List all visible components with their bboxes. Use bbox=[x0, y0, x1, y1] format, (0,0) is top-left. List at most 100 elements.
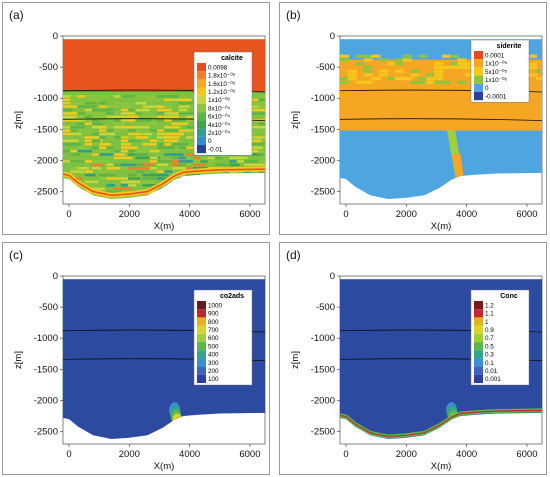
calcite-cell bbox=[243, 163, 257, 167]
siderite-cell bbox=[441, 54, 451, 58]
calcite-cell bbox=[99, 95, 110, 98]
calcite-cell bbox=[106, 115, 125, 119]
y-tick-label: -1000 bbox=[311, 93, 335, 104]
y-tick-label: -500 bbox=[316, 62, 335, 73]
calcite-cell bbox=[164, 129, 179, 132]
calcite-cell bbox=[186, 125, 201, 129]
calcite-cell bbox=[142, 177, 160, 180]
siderite-cell bbox=[355, 62, 365, 66]
calcite-cell bbox=[113, 122, 125, 125]
calcite-cell bbox=[99, 125, 113, 129]
calcite-cell bbox=[236, 156, 248, 160]
legend-label: 1x10⁻⁰⁶ bbox=[485, 77, 508, 84]
calcite-cell bbox=[157, 132, 171, 136]
siderite-cell bbox=[434, 73, 444, 77]
legend-label: 800 bbox=[208, 319, 219, 326]
calcite-cell bbox=[149, 108, 161, 112]
calcite-cell bbox=[70, 149, 78, 153]
calcite-cell bbox=[186, 163, 197, 167]
calcite-cell bbox=[258, 149, 265, 153]
x-axis-label: X(m) bbox=[431, 461, 452, 472]
calcite-cell bbox=[157, 166, 171, 170]
siderite-plume-core bbox=[451, 154, 465, 182]
panel-calcite: (a) 0 2000 4000 6000 0 -500 -1000 -1500 -2000 -250… bbox=[2, 2, 270, 235]
calcite-cell bbox=[186, 173, 201, 177]
x-tick-label: 4000 bbox=[179, 209, 200, 220]
siderite-cell bbox=[410, 69, 420, 73]
y-axis-label: z[m] bbox=[290, 351, 301, 369]
calcite-cell bbox=[229, 160, 241, 163]
calcite-cell bbox=[91, 132, 101, 136]
calcite-cell bbox=[84, 122, 97, 125]
calcite-cell bbox=[70, 139, 79, 143]
calcite-cell bbox=[251, 149, 260, 153]
calcite-cell bbox=[164, 139, 179, 143]
panel-label: (d) bbox=[286, 248, 301, 262]
legend-label: -0.0001 bbox=[485, 93, 507, 100]
legend-swatch bbox=[474, 374, 483, 383]
siderite-cell bbox=[379, 73, 389, 77]
calcite-cell bbox=[128, 132, 142, 136]
legend-swatch bbox=[474, 366, 483, 375]
y-tick-label: -1500 bbox=[34, 364, 58, 375]
calcite-cell bbox=[135, 153, 149, 156]
calcite-cell bbox=[128, 139, 141, 143]
calcite-cell bbox=[186, 129, 199, 132]
siderite-cell bbox=[394, 69, 404, 73]
calcite-cell bbox=[113, 187, 132, 190]
siderite-cell bbox=[363, 58, 373, 62]
legend-label: 1000 bbox=[208, 302, 223, 309]
calcite-cell bbox=[149, 98, 166, 102]
calcite-cell bbox=[106, 177, 124, 180]
calcite-cell bbox=[135, 129, 151, 132]
calcite-cell bbox=[120, 146, 138, 149]
calcite-cell bbox=[70, 112, 82, 115]
calcite-cell bbox=[106, 146, 114, 149]
calcite-cell bbox=[128, 149, 138, 153]
calcite-cell bbox=[157, 163, 169, 167]
legend-swatch bbox=[197, 87, 206, 96]
calcite-cell bbox=[251, 146, 263, 149]
calcite-cell bbox=[258, 160, 265, 163]
calcite-cell bbox=[251, 105, 265, 108]
calcite-cell bbox=[164, 101, 173, 105]
siderite-cell bbox=[347, 73, 357, 77]
calcite-cell bbox=[251, 153, 260, 156]
calcite-cell bbox=[70, 95, 84, 98]
calcite-cell bbox=[128, 180, 141, 184]
calcite-cell bbox=[63, 139, 72, 143]
calcite-cell bbox=[164, 105, 174, 108]
legend-swatch bbox=[197, 358, 206, 367]
calcite-cell bbox=[120, 105, 134, 108]
calcite-cell bbox=[63, 115, 77, 119]
legend-label: 0.0001 bbox=[485, 52, 505, 59]
legend-swatch bbox=[197, 145, 206, 154]
calcite-cell bbox=[120, 101, 129, 105]
y-tick-label: -500 bbox=[316, 302, 335, 313]
panel-siderite: (b) 0 2000 4000 6000 0 -500 -1000 -1500 -2000 -250… bbox=[279, 2, 547, 235]
calcite-cell bbox=[91, 160, 101, 163]
panel-label: (b) bbox=[286, 8, 301, 22]
siderite-cell bbox=[457, 58, 467, 62]
calcite-cell bbox=[258, 98, 265, 102]
calcite-cell bbox=[149, 166, 163, 170]
calcite-cell bbox=[214, 156, 223, 160]
calcite-cell bbox=[164, 170, 173, 173]
calcite-cell bbox=[128, 173, 137, 177]
x-tick-label: 2000 bbox=[396, 449, 417, 460]
x-tick-label: 2000 bbox=[119, 449, 140, 460]
calcite-cell bbox=[142, 163, 155, 167]
legend-swatch bbox=[197, 104, 206, 113]
calcite-cell bbox=[171, 98, 185, 102]
legend-swatch bbox=[474, 67, 483, 76]
panel-conc: (d) 0 2000 4000 6000 0 -500 -1000 -1500 -2000 -250… bbox=[279, 242, 547, 475]
siderite-cell bbox=[441, 65, 451, 69]
calcite-cell bbox=[142, 105, 152, 108]
siderite-cell bbox=[535, 69, 542, 73]
legend-label: 0.1 bbox=[485, 360, 494, 367]
calcite-cell bbox=[149, 156, 158, 160]
panel-label: (a) bbox=[9, 8, 24, 22]
calcite-cell bbox=[142, 146, 161, 149]
calcite-cell bbox=[63, 119, 78, 122]
calcite-cell bbox=[157, 129, 166, 132]
